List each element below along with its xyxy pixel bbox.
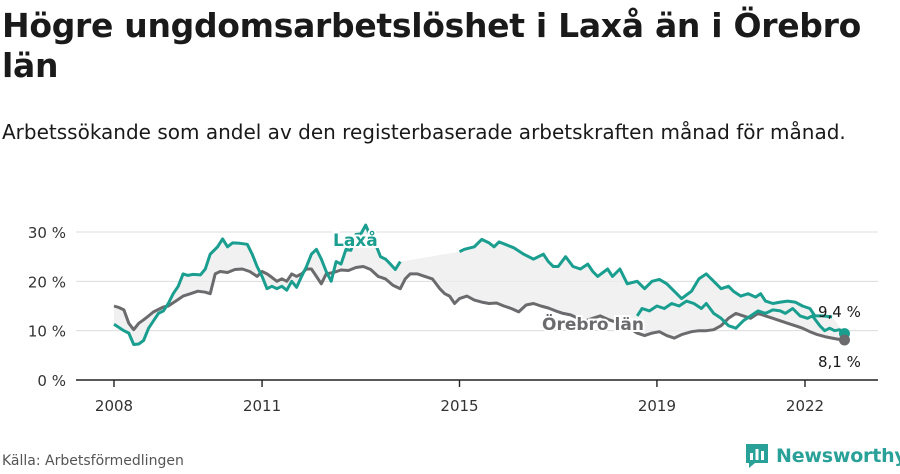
newsworthy-logo[interactable]: Newsworthy bbox=[745, 442, 900, 470]
series-label-laxa: Laxå bbox=[333, 229, 378, 251]
end-value-label-orebro: 8,1 % bbox=[818, 353, 861, 371]
y-tick-label: 30 % bbox=[28, 224, 66, 242]
brand-name: Newsworthy bbox=[776, 445, 900, 467]
x-tick-label: 2015 bbox=[440, 397, 478, 415]
series-line-laxa bbox=[113, 223, 402, 346]
x-tick-label: 2011 bbox=[243, 397, 281, 415]
series-line-laxa bbox=[635, 299, 846, 335]
gap-fill bbox=[114, 225, 845, 345]
x-axis: 2008 2011 2015 2019 2022 bbox=[95, 380, 824, 415]
series-line-orebro bbox=[113, 265, 845, 342]
end-value-label-laxa: 9,4 % bbox=[818, 303, 861, 321]
series-endpoint-orebro bbox=[838, 334, 850, 346]
series-line-laxa bbox=[458, 237, 833, 319]
gap-fill-area bbox=[114, 225, 845, 345]
x-tick-label: 2022 bbox=[786, 397, 824, 415]
y-tick-label: 20 % bbox=[28, 273, 66, 291]
x-tick-label: 2019 bbox=[638, 397, 676, 415]
series-lines bbox=[113, 223, 850, 346]
source-note: Källa: Arbetsförmedlingen bbox=[2, 453, 184, 469]
bar-chart-icon bbox=[746, 444, 768, 468]
x-tick-label: 2008 bbox=[95, 397, 133, 415]
y-tick-label: 0 % bbox=[37, 372, 66, 390]
chart-title: Högre ungdomsarbetslöshet i Laxå än i Ör… bbox=[2, 6, 861, 85]
chart-labels: Laxå Örebro län 9,4 % 8,1 % bbox=[331, 227, 861, 371]
series-label-orebro: Örebro län bbox=[542, 313, 644, 335]
chart-subtitle: Arbetssökande som andel av den registerb… bbox=[2, 120, 846, 144]
line-chart: 0 % 10 % 20 % 30 % 2008 2011 2015 2019 2022 Lax… bbox=[28, 223, 878, 415]
y-tick-label: 10 % bbox=[28, 323, 66, 341]
